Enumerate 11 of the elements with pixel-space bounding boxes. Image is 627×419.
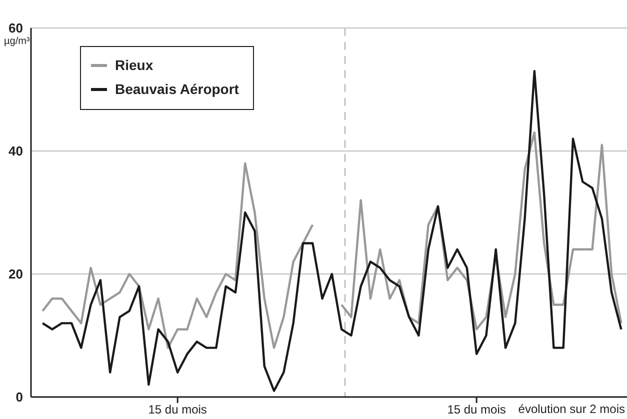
y-tick-label: 40 <box>8 144 23 159</box>
line-series <box>41 70 622 392</box>
legend-label: Rieux <box>115 57 154 73</box>
legend-label: Beauvais Aéroport <box>115 81 239 97</box>
y-axis-title: µg/m³ <box>4 36 30 47</box>
y-tick-label: 60 <box>8 20 23 36</box>
x-axis-title: évolution sur 2 mois <box>518 402 625 416</box>
x-tick-label: 15 du mois <box>447 402 506 417</box>
y-tick-label: 20 <box>8 266 23 282</box>
y-tick-label: 0 <box>16 390 23 405</box>
x-tick-label: 15 du mois <box>148 402 207 417</box>
